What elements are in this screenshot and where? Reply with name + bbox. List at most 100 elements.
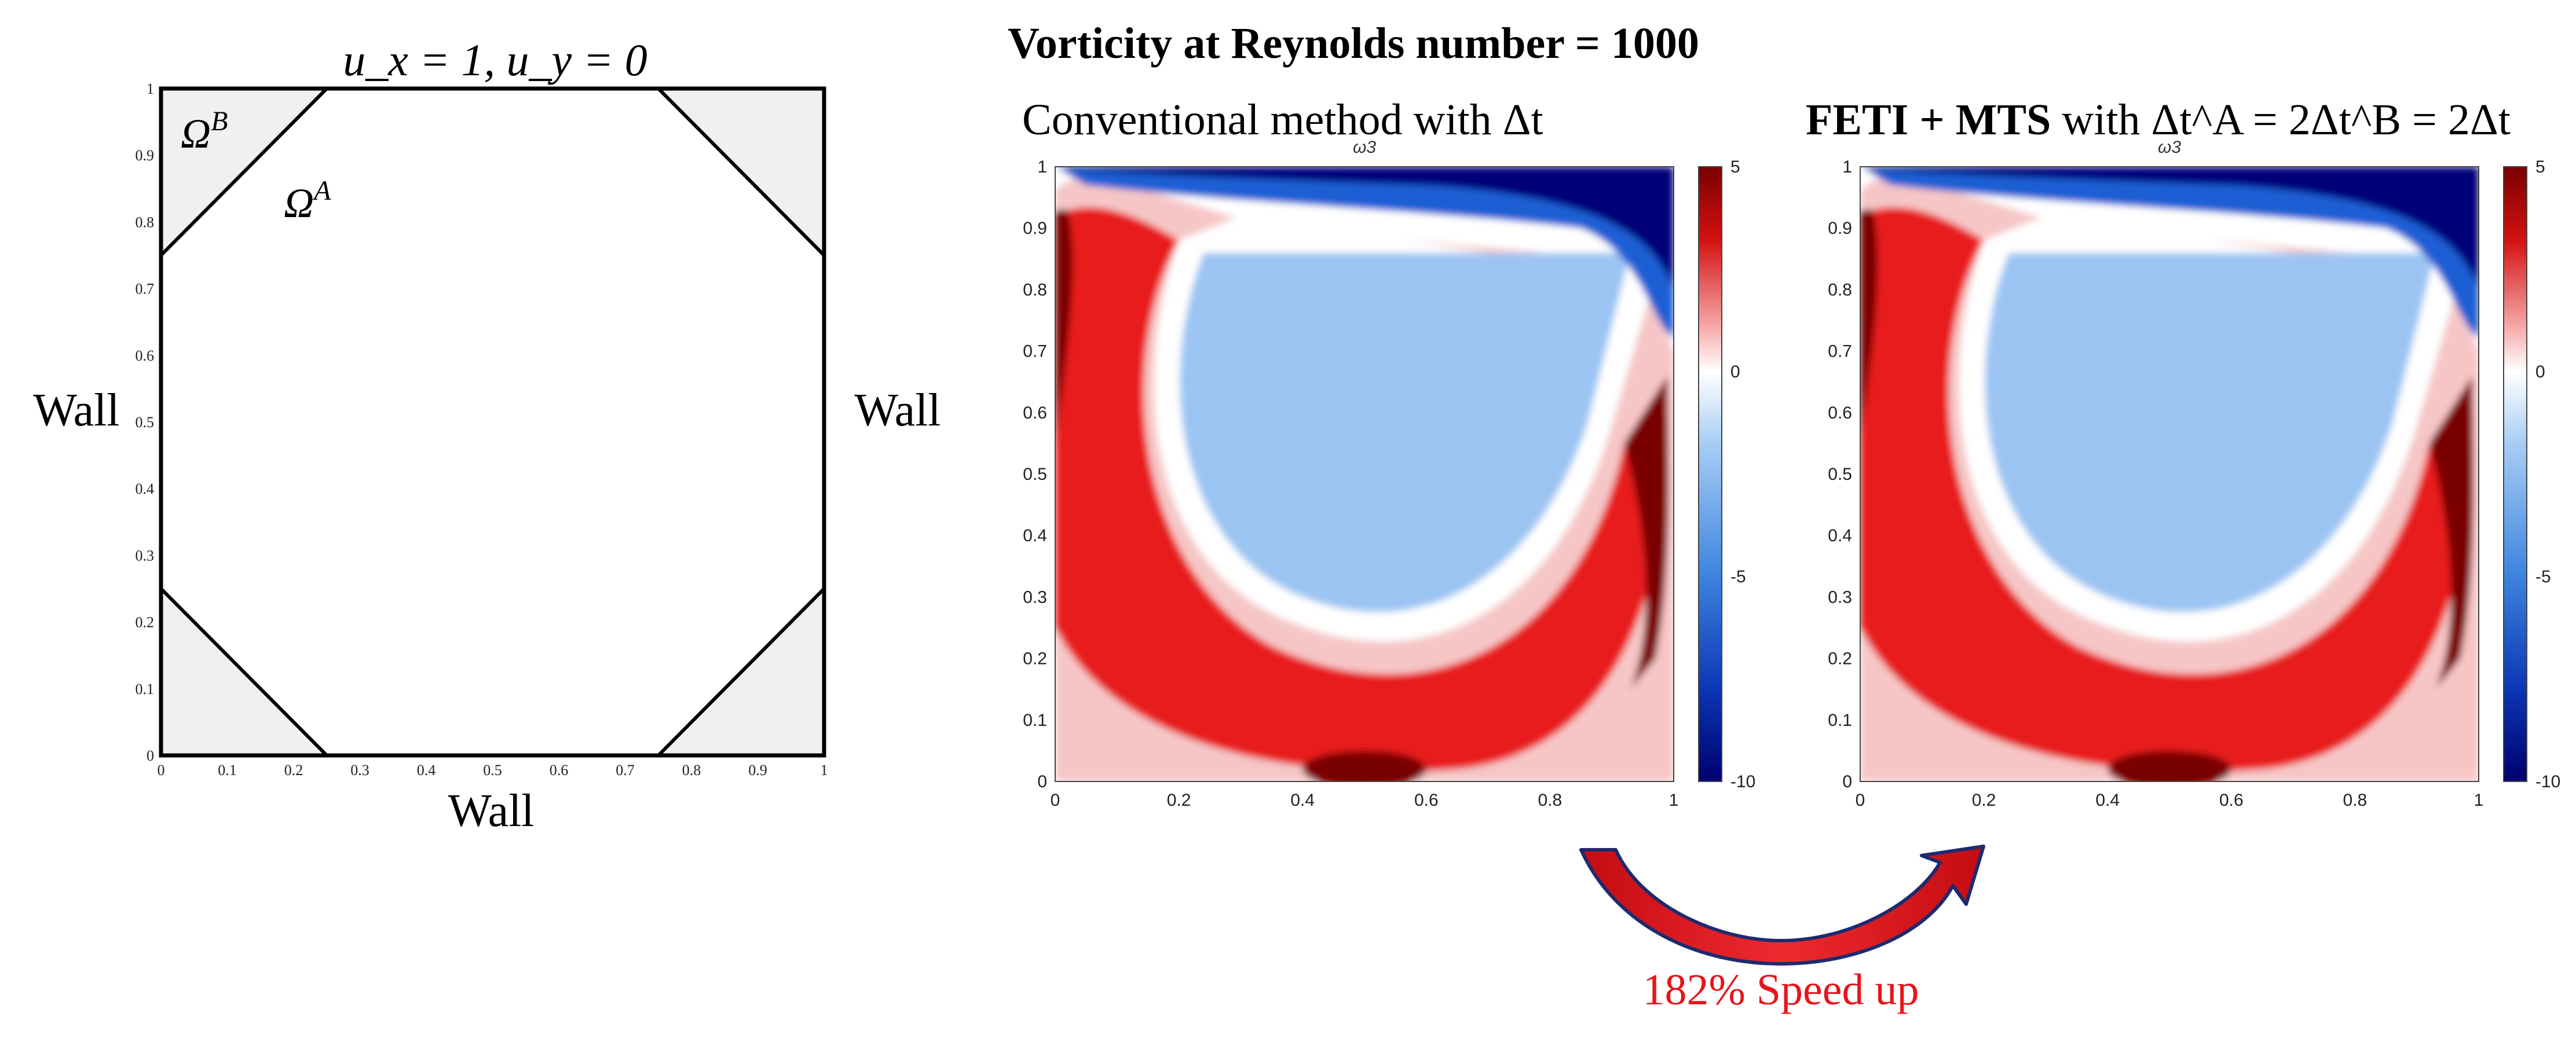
lid-vorticity-peak (1055, 167, 1674, 290)
y-tick-label: 0.9 (1828, 219, 1852, 238)
plot-a-colorbar (1698, 166, 1722, 782)
domain-x-tick: 0.9 (748, 762, 767, 779)
y-tick-label: 0.7 (1023, 342, 1047, 361)
domain-x-tick: 0.1 (218, 762, 237, 779)
x-tick-label: 0.2 (1167, 791, 1191, 810)
domain-x-tick: 0.5 (483, 762, 502, 779)
y-tick-label: 0.5 (1828, 465, 1852, 484)
domain-y-tick: 1 (147, 80, 154, 97)
y-tick-label: 0.8 (1023, 280, 1047, 299)
vorticity-contour-plot-a: 0 0.2 0.4 0.6 0.8 1 0 0.1 0.2 0.3 0.4 0.5 0.6 0.7 0.8… (1023, 157, 1755, 810)
x-tick-label: 0.4 (1290, 791, 1315, 810)
colorbar-tick-label: 0 (1730, 362, 1740, 381)
positive-vorticity-peak-bottom (2107, 750, 2231, 781)
speedup-label: 182% Speed up (1642, 966, 1919, 1014)
corner-top-right-interface (657, 87, 826, 257)
y-tick-label: 0.1 (1023, 711, 1047, 730)
plot-b-colorbar (2503, 166, 2527, 782)
domain-x-tick: 0.6 (550, 762, 569, 779)
plot-b-axis-title: ω3 (2158, 138, 2181, 157)
domain-x-tick: 0.2 (284, 762, 303, 779)
x-tick-label: 1 (1669, 791, 1679, 810)
corner-bottom-left-interface (159, 587, 328, 757)
lid-vorticity-peak (1860, 167, 2479, 290)
plot-a-title: Conventional method with Δt (1022, 96, 1543, 144)
vorticity-contour-plot-b: 0 0.2 0.4 0.6 0.8 1 0 0.1 0.2 0.3 0.4 0.5 0.6 0.7 0.8… (1828, 157, 2560, 810)
y-tick-label: 0.3 (1828, 588, 1852, 607)
x-tick-label: 0.2 (1972, 791, 1996, 810)
domain-y-tick: 0.2 (136, 614, 155, 631)
plot-b-title: FETI + MTS with Δt^A = 2Δt^B = 2Δt (1806, 96, 2511, 144)
plot-a-y-tick-labels: 0 0.1 0.2 0.3 0.4 0.5 0.6 0.7 0.8 0.9 1 (1023, 157, 1047, 791)
domain-y-tick: 0.5 (136, 414, 155, 431)
positive-vorticity-peak-left (1860, 210, 1878, 443)
x-tick-label: 0.6 (2219, 791, 2244, 810)
x-tick-label: 0.4 (2095, 791, 2120, 810)
corner-top-left-interface (159, 87, 328, 257)
domain-x-tick: 0.3 (350, 762, 369, 779)
domain-y-tick: 0.7 (136, 281, 155, 298)
x-tick-label: 0.8 (2343, 791, 2368, 810)
domain-x-tick: 0.7 (616, 762, 635, 779)
plot-b-y-tick-labels: 0 0.1 0.2 0.3 0.4 0.5 0.6 0.7 0.8 0.9 1 (1828, 157, 1852, 791)
plot-a-colorbar-tick-labels: 5 0 -5 -10 (1730, 157, 1755, 791)
y-tick-label: 1 (1037, 157, 1047, 177)
domain-x-tick-labels: 0 0.1 0.2 0.3 0.4 0.5 0.6 0.7 0.8 0.9 1 (158, 762, 828, 779)
domain-x-tick: 0.8 (682, 762, 701, 779)
colorbar-tick-label: -5 (1730, 567, 1746, 586)
lid-shear-layer (1860, 167, 2479, 339)
domain-x-tick: 0 (158, 762, 165, 779)
omega-a-label: ΩA (284, 175, 331, 226)
right-wall-label: Wall (854, 385, 941, 436)
domain-x-tick: 1 (821, 762, 828, 779)
y-tick-label: 0.4 (1828, 526, 1852, 545)
plot-b-frame (1860, 166, 2479, 782)
domain-y-tick: 0.9 (136, 147, 155, 164)
plot-a-axis-title: ω3 (1353, 138, 1376, 157)
positive-vorticity-peak-right (1624, 376, 1669, 689)
y-tick-label: 0.9 (1023, 219, 1047, 238)
subdomain-interface-lines (159, 87, 826, 757)
corner-bottom-right-interface (657, 587, 826, 757)
positive-vorticity-band (1860, 207, 2473, 772)
plot-a-x-tick-labels: 0 0.2 0.4 0.6 0.8 1 (1051, 791, 1679, 810)
x-tick-label: 0 (1856, 791, 1865, 810)
speedup-arrow-icon (1579, 845, 1985, 966)
colorbar-tick-label: -5 (2535, 567, 2551, 586)
subdomain-b-regions (161, 89, 824, 755)
domain-y-tick: 0.1 (136, 681, 155, 698)
y-tick-label: 1 (1842, 157, 1852, 177)
domain-y-tick: 0.8 (136, 214, 155, 230)
lid-shear-layer (1055, 167, 1674, 339)
domain-diagram: 0 0.1 0.2 0.3 0.4 0.5 0.6 0.7 0.8 0.9 1 0 0.1 0.2 0.3… (136, 80, 828, 779)
plot-b-x-tick-labels: 0 0.2 0.4 0.6 0.8 1 (1856, 791, 2484, 810)
plot-a-field (1055, 167, 1674, 781)
y-tick-label: 0 (1842, 772, 1852, 791)
plot-a-frame (1055, 166, 1674, 782)
x-tick-label: 0.8 (1538, 791, 1563, 810)
y-tick-label: 0.5 (1023, 465, 1047, 484)
plot-b-colorbar-tick-labels: 5 0 -5 -10 (2535, 157, 2560, 791)
y-tick-label: 0.8 (1828, 280, 1852, 299)
y-tick-label: 0.2 (1023, 649, 1047, 669)
y-tick-label: 0 (1037, 772, 1047, 791)
figure-title: Vorticity at Reynolds number = 1000 (1008, 19, 1699, 68)
left-wall-label: Wall (33, 385, 119, 436)
colorbar-tick-label: 5 (2535, 157, 2545, 177)
y-tick-label: 0.6 (1023, 403, 1047, 423)
y-tick-label: 0.3 (1023, 588, 1047, 607)
plot-b-field (1860, 167, 2479, 781)
domain-y-tick: 0.3 (136, 547, 155, 564)
domain-y-tick: 0.6 (136, 347, 155, 364)
bottom-wall-label: Wall (448, 786, 534, 836)
y-tick-label: 0.6 (1828, 403, 1852, 423)
domain-boundary (159, 86, 826, 758)
negative-vorticity-core (1180, 252, 1631, 612)
positive-vorticity-peak-left (1055, 210, 1073, 443)
positive-vorticity-peak-bottom (1302, 750, 1426, 781)
x-tick-label: 1 (2474, 791, 2484, 810)
top-boundary-condition-label: u_x = 1, u_y = 0 (343, 35, 647, 85)
domain-y-tick-labels: 0 0.1 0.2 0.3 0.4 0.5 0.6 0.7 0.8 0.9 1 (136, 80, 155, 764)
colorbar-tick-label: 0 (2535, 362, 2545, 381)
positive-vorticity-band (1055, 207, 1668, 772)
